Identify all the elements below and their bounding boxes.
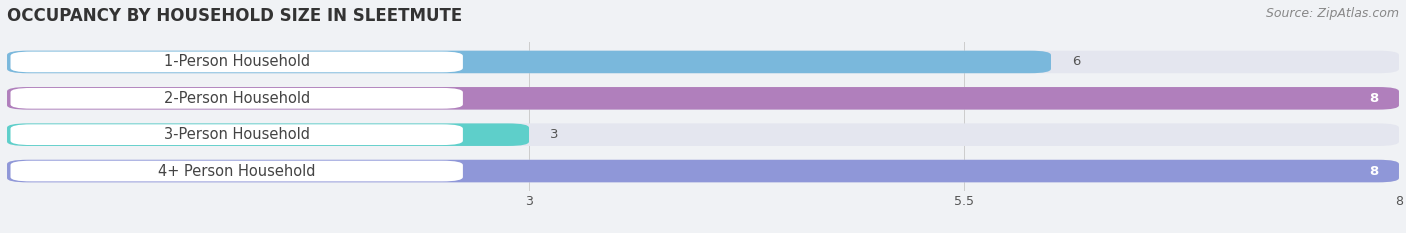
Text: 1-Person Household: 1-Person Household xyxy=(163,55,309,69)
FancyBboxPatch shape xyxy=(10,51,463,72)
FancyBboxPatch shape xyxy=(10,88,463,109)
FancyBboxPatch shape xyxy=(7,160,1399,182)
FancyBboxPatch shape xyxy=(10,124,463,145)
Text: 8: 8 xyxy=(1369,164,1378,178)
Text: 3-Person Household: 3-Person Household xyxy=(163,127,309,142)
FancyBboxPatch shape xyxy=(7,123,529,146)
FancyBboxPatch shape xyxy=(7,87,1399,110)
Text: 6: 6 xyxy=(1071,55,1080,69)
FancyBboxPatch shape xyxy=(10,161,463,182)
FancyBboxPatch shape xyxy=(7,160,1399,182)
Text: 4+ Person Household: 4+ Person Household xyxy=(157,164,315,178)
Text: 3: 3 xyxy=(550,128,558,141)
FancyBboxPatch shape xyxy=(7,51,1399,73)
Text: Source: ZipAtlas.com: Source: ZipAtlas.com xyxy=(1265,7,1399,20)
Text: OCCUPANCY BY HOUSEHOLD SIZE IN SLEETMUTE: OCCUPANCY BY HOUSEHOLD SIZE IN SLEETMUTE xyxy=(7,7,463,25)
Text: 8: 8 xyxy=(1369,92,1378,105)
FancyBboxPatch shape xyxy=(7,87,1399,110)
FancyBboxPatch shape xyxy=(7,51,1050,73)
Text: 2-Person Household: 2-Person Household xyxy=(163,91,309,106)
FancyBboxPatch shape xyxy=(7,123,1399,146)
